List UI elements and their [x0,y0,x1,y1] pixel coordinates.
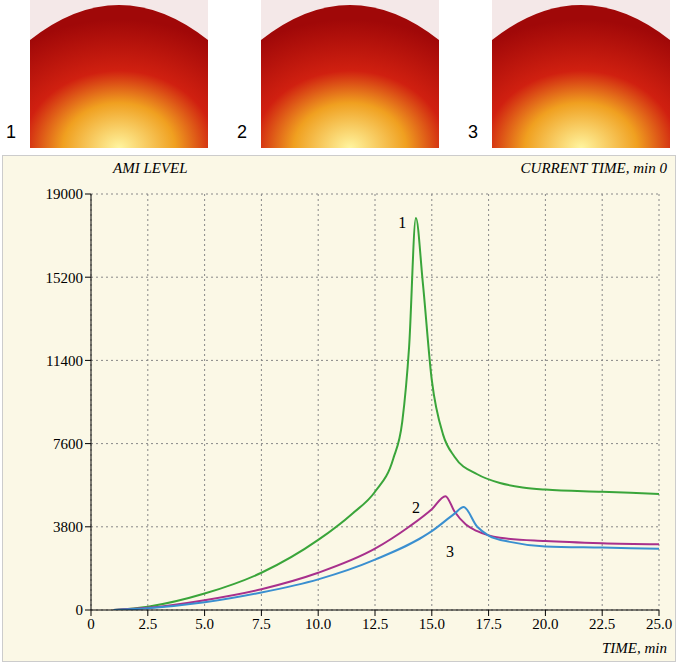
svg-text:0: 0 [87,616,95,632]
svg-text:12.5: 12.5 [362,616,388,632]
svg-text:22.5: 22.5 [589,616,615,632]
svg-text:2.5: 2.5 [138,616,157,632]
html-text:1: 1 [6,122,16,142]
svg-text:3: 3 [446,543,454,560]
html-text:AMI LEVEL: AMI LEVEL [113,160,188,176]
svg-text:25.0: 25.0 [646,616,672,632]
html-text:2: 2 [237,122,247,142]
html-text:3: 3 [468,122,478,142]
svg-text:1: 1 [398,214,406,231]
svg-text:3800: 3800 [53,519,83,535]
svg-text:2: 2 [412,499,420,516]
svg-text:5.0: 5.0 [195,616,214,632]
svg-text:20.0: 20.0 [532,616,558,632]
svg-text:15.0: 15.0 [419,616,445,632]
svg-text:10.0: 10.0 [305,616,331,632]
svg-text:7600: 7600 [53,436,83,452]
html-text:TIME, min: TIME, min [602,640,667,656]
svg-text:15200: 15200 [46,270,84,286]
svg-text:11400: 11400 [46,353,83,369]
svg-text:0: 0 [76,602,84,618]
html-text:CURRENT TIME, min 0: CURRENT TIME, min 0 [520,160,667,176]
svg-text:19000: 19000 [46,186,84,202]
svg-text:17.5: 17.5 [475,616,501,632]
svg-text:7.5: 7.5 [252,616,271,632]
